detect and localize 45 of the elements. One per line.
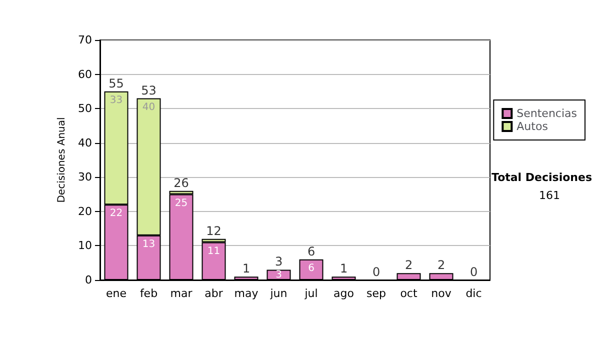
total-label: 55 [108, 76, 124, 90]
total-label: 26 [174, 176, 189, 190]
x-tick-label: jun [269, 287, 288, 300]
total-label: 1 [242, 262, 250, 276]
total-label: 1 [340, 262, 348, 276]
y-tick-label: 40 [78, 136, 92, 150]
data-label: 33 [110, 94, 123, 106]
y-tick-label: 50 [78, 102, 92, 116]
x-tick-label: may [234, 287, 259, 300]
x-tick-label: jul [304, 287, 318, 300]
total-label: 12 [206, 224, 222, 238]
total-label: 0 [372, 265, 380, 279]
legend-label: Sentencias [516, 107, 578, 120]
y-tick-label: 0 [85, 274, 92, 286]
x-tick-label: feb [140, 287, 158, 300]
y-tick-label: 60 [78, 68, 92, 81]
data-label: 25 [174, 198, 188, 209]
data-label: 6 [308, 262, 314, 274]
y-tick-label: 20 [78, 204, 92, 218]
total-label: 53 [141, 83, 156, 98]
y-tick-label: 10 [78, 239, 92, 252]
x-tick-label: nov [431, 287, 452, 300]
total-label: 2 [437, 258, 446, 272]
y-axis-title: Decisiones Anual [56, 117, 68, 203]
x-tick-label: ago [334, 287, 354, 300]
x-tick-label: oct [400, 287, 418, 300]
data-label: 3 [276, 269, 282, 280]
data-label: 11 [207, 246, 220, 257]
y-tick-label: 30 [78, 170, 92, 184]
total-label: 0 [470, 265, 478, 279]
y-tick-label: 70 [78, 34, 92, 46]
text: 161 [539, 189, 560, 202]
x-tick-label: dic [466, 287, 482, 300]
legend-label: Autos [516, 120, 548, 133]
data-label: 13 [142, 238, 156, 250]
x-tick-label: sep [366, 287, 386, 300]
total-label: 3 [274, 254, 283, 269]
x-tick-label: abr [204, 287, 224, 300]
x-tick-label: ene [106, 287, 127, 300]
text: Total Decisiones [492, 171, 592, 184]
total-label: 6 [307, 244, 316, 258]
total-label: 2 [404, 258, 413, 272]
x-tick-label: mar [170, 287, 193, 300]
data-label: 22 [110, 208, 123, 220]
data-label: 40 [142, 102, 156, 113]
